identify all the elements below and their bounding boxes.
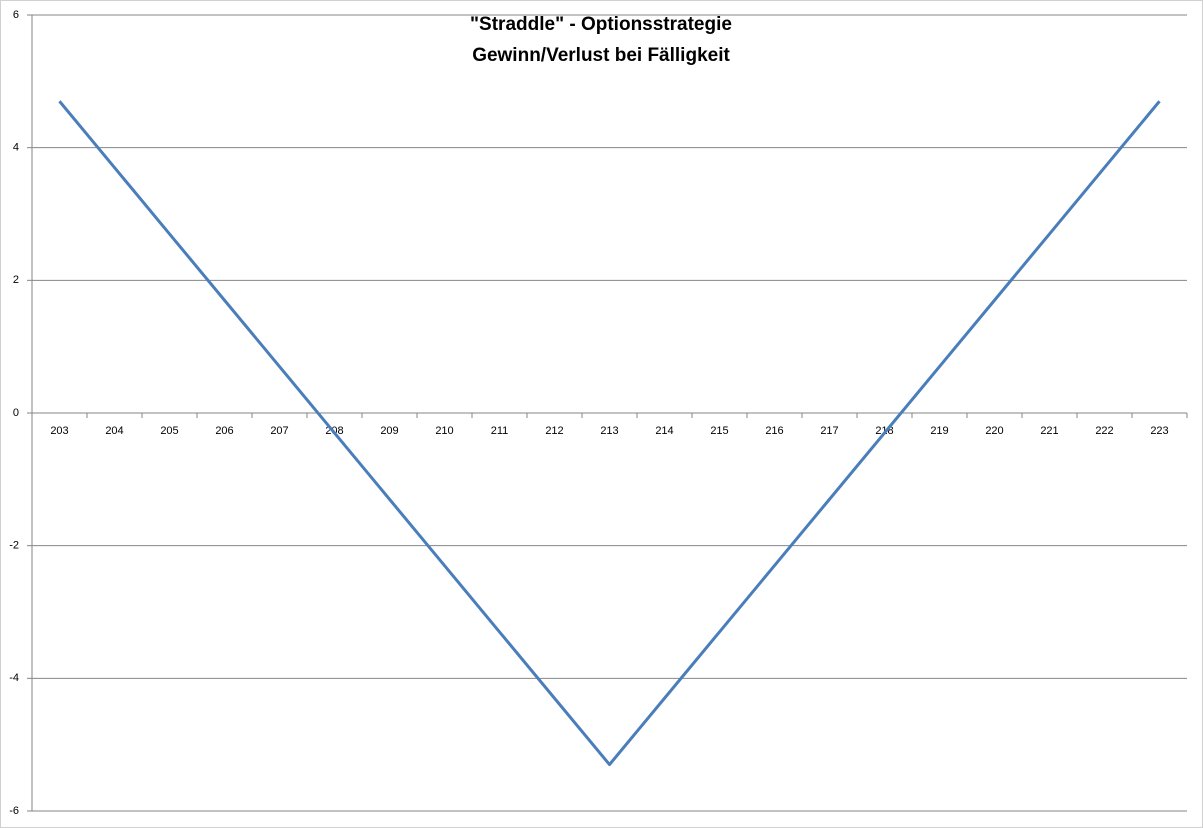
x-tick-label: 217 <box>820 425 838 437</box>
x-tick-label: 206 <box>215 425 233 437</box>
y-tick-label: -2 <box>9 540 19 552</box>
x-tick-label: 207 <box>270 425 288 437</box>
x-tick-label: 215 <box>710 425 728 437</box>
x-tick-label: 211 <box>491 425 509 437</box>
y-tick-label: -4 <box>9 672 19 684</box>
y-tick-label: 6 <box>13 9 19 21</box>
x-tick-label: 222 <box>1095 425 1113 437</box>
y-tick-label: 0 <box>13 407 19 419</box>
x-tick-label: 223 <box>1150 425 1168 437</box>
x-tick-label: 205 <box>160 425 178 437</box>
x-tick-label: 209 <box>380 425 398 437</box>
x-tick-label: 203 <box>50 425 68 437</box>
x-tick-label: 214 <box>655 425 673 437</box>
x-tick-label: 219 <box>930 425 948 437</box>
y-tick-label: -6 <box>9 805 19 817</box>
x-tick-label: 213 <box>600 425 618 437</box>
y-tick-label: 4 <box>13 142 19 154</box>
chart-title: Gewinn/Verlust bei Fälligkeit <box>472 45 730 66</box>
y-tick-label: 2 <box>13 274 19 286</box>
x-tick-label: 210 <box>435 425 453 437</box>
x-tick-label: 204 <box>105 425 123 437</box>
x-tick-label: 212 <box>545 425 563 437</box>
x-tick-label: 221 <box>1040 425 1058 437</box>
data-line <box>58 100 1161 767</box>
chart-title: "Straddle" - Optionsstrategie <box>470 14 732 35</box>
x-tick-label: 220 <box>985 425 1003 437</box>
x-tick-label: 216 <box>765 425 783 437</box>
